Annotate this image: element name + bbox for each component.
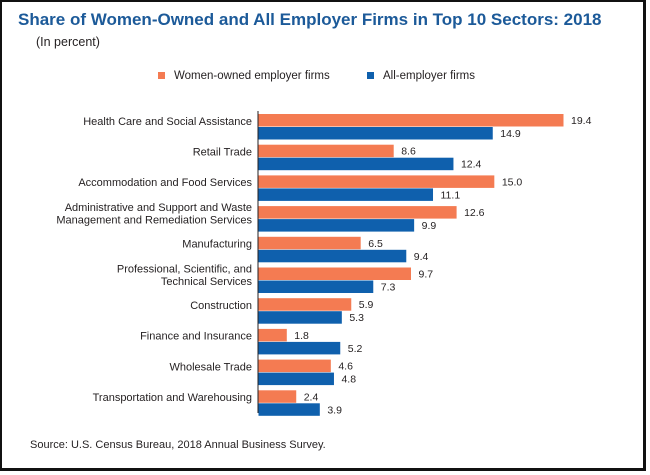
- category-label-3: Accommodation and Food Services: [78, 177, 252, 189]
- bar-all-employer-6: [258, 280, 374, 293]
- chart-subtitle: (In percent): [36, 35, 100, 49]
- bar-women-owned-6: [258, 267, 411, 280]
- bar-all-employer-3: [258, 188, 434, 201]
- bar-all-employer-2: [258, 157, 454, 171]
- bar-women-owned-10: [258, 390, 297, 403]
- category-label-5: Manufacturing: [182, 239, 252, 251]
- category-label-8: Finance and Insurance: [140, 331, 252, 343]
- value-label-all-employer-6: 7.3: [381, 282, 396, 294]
- value-label-all-employer-2: 12.4: [461, 159, 482, 171]
- bar-all-employer-5: [258, 249, 407, 263]
- bar-women-owned-5: [258, 236, 361, 250]
- value-label-women-owned-8: 1.8: [294, 330, 309, 342]
- value-label-women-owned-5: 6.5: [368, 238, 383, 250]
- bar-all-employer-1: [258, 127, 493, 140]
- bar-women-owned-2: [258, 144, 394, 158]
- bar-all-employer-4: [258, 219, 415, 232]
- bar-all-employer-10: [258, 403, 320, 416]
- value-label-all-employer-9: 4.8: [341, 374, 356, 386]
- value-label-all-employer-8: 5.2: [348, 343, 363, 355]
- category-label-7: Construction: [190, 300, 252, 312]
- value-label-women-owned-9: 4.6: [338, 361, 353, 373]
- value-label-all-employer-1: 14.9: [500, 128, 521, 140]
- category-label-6: Professional, Scientific, and Technical S…: [117, 263, 253, 288]
- bar-women-owned-8: [258, 328, 287, 342]
- value-label-women-owned-3: 15.0: [502, 176, 523, 188]
- category-label-10: Transportation and Warehousing: [93, 392, 252, 404]
- category-label-9: Wholesale Trade: [169, 361, 252, 373]
- legend-swatch-1: [158, 72, 165, 79]
- value-label-women-owned-10: 2.4: [304, 391, 319, 403]
- value-label-women-owned-6: 9.7: [419, 269, 434, 281]
- value-label-women-owned-7: 5.9: [359, 299, 374, 311]
- bar-all-employer-8: [258, 341, 341, 355]
- value-label-all-employer-3: 11.1: [441, 189, 461, 201]
- value-label-women-owned-2: 8.6: [401, 146, 416, 158]
- category-label-2: Retail Trade: [193, 146, 252, 158]
- chart-title: Share of Women-Owned and All Employer Fi…: [18, 10, 602, 29]
- value-label-all-employer-10: 3.9: [327, 404, 342, 416]
- source-note: Source: U.S. Census Bureau, 2018 Annual …: [30, 439, 326, 451]
- value-label-women-owned-4: 12.6: [464, 207, 485, 219]
- category-label-1: Health Care and Social Assistance: [83, 116, 252, 128]
- legend-label-2: All-employer firms: [383, 70, 475, 82]
- bar-all-employer-7: [258, 311, 342, 324]
- bar-women-owned-4: [258, 206, 457, 219]
- bar-women-owned-7: [258, 298, 352, 311]
- bar-women-owned-3: [258, 175, 495, 188]
- value-label-women-owned-1: 19.4: [571, 115, 592, 127]
- legend-label-1: Women-owned employer firms: [174, 70, 330, 82]
- bar-all-employer-9: [258, 372, 334, 386]
- value-label-all-employer-5: 9.4: [414, 251, 429, 263]
- legend-swatch-2: [367, 72, 374, 79]
- category-label-4: Administrative and Support and Waste Mana…: [56, 202, 252, 227]
- bar-women-owned-1: [258, 114, 564, 127]
- value-label-all-employer-4: 9.9: [422, 220, 437, 232]
- value-label-all-employer-7: 5.3: [349, 312, 364, 324]
- bar-women-owned-9: [258, 359, 331, 373]
